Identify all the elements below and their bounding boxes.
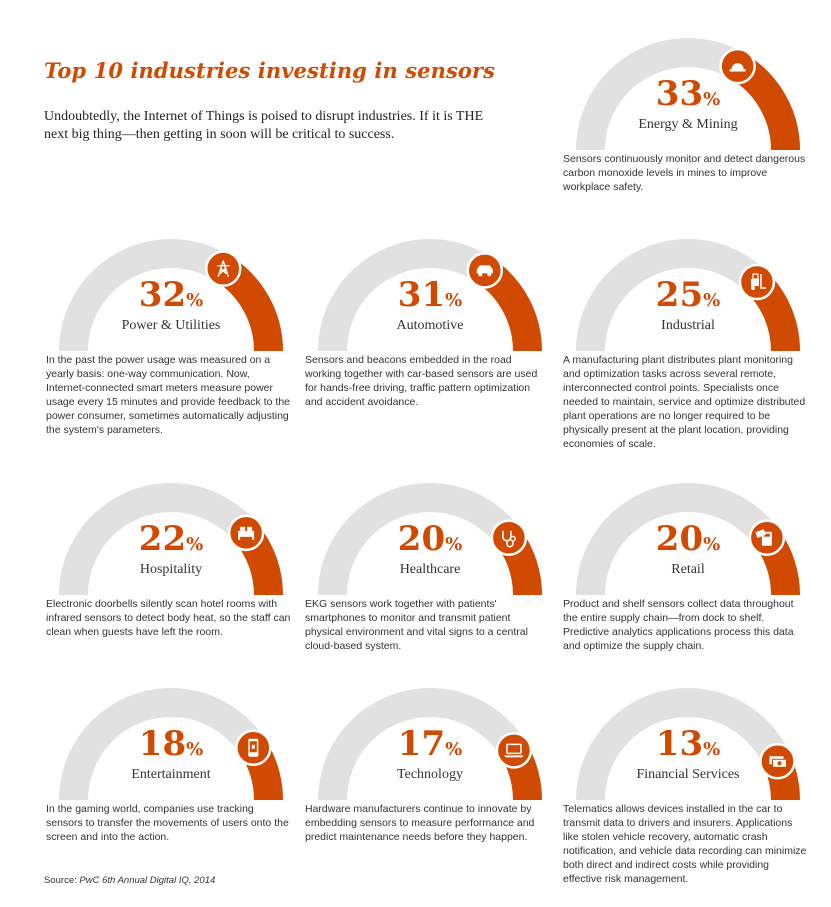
percentage-number: 33 — [655, 74, 704, 114]
industry-name: Energy & Mining — [638, 117, 738, 132]
industry-name: Entertainment — [131, 767, 211, 782]
percent-sign: % — [186, 290, 204, 311]
industry-name: Healthcare — [399, 562, 461, 577]
industry-card: 17% Technology Hardware manufacturers cont… — [305, 672, 555, 902]
industry-card: 20% Retail Product and shelf sensors colle… — [563, 467, 813, 697]
industry-name: Hospitality — [139, 562, 203, 577]
percent-sign: % — [445, 290, 463, 311]
percentage-number: 32 — [138, 275, 187, 315]
percentage-number: 18 — [138, 724, 187, 764]
percent-sign: % — [445, 739, 463, 760]
industry-description: In the gaming world, companies use track… — [46, 803, 289, 843]
percent-sign: % — [445, 534, 463, 555]
page-title: Top 10 industries investing in sensors — [44, 58, 496, 83]
source-note: Source: PwC 6th Annual Digital IQ, 2014 — [44, 875, 215, 886]
money-icon — [759, 743, 796, 780]
bed-icon — [227, 514, 265, 552]
gauge-chart — [576, 239, 800, 352]
industry-card: 13% Financial Services Telematics allows d… — [563, 672, 813, 902]
industry-description: In the past the power usage was measured… — [46, 354, 290, 436]
smartphone-game-icon — [235, 729, 272, 767]
industry-description: A manufacturing plant distributes plant … — [563, 354, 806, 450]
source-text: PwC 6th Annual Digital IQ, 2014 — [79, 875, 216, 886]
percentage-value: 18% — [46, 724, 296, 770]
percentage-number: 20 — [655, 519, 704, 559]
percentage-value: 22% — [46, 519, 296, 565]
industry-description: Hardware manufacturers continue to innov… — [305, 803, 535, 843]
industry-card: 32% Power & Utilities In the past the powe… — [46, 223, 296, 453]
industry-name: Technology — [397, 767, 463, 782]
car-icon — [466, 252, 504, 289]
industry-card: 18% Entertainment In the gaming world, com… — [46, 672, 296, 902]
industry-card: 20% Healthcare EKG sensors work together w… — [305, 467, 555, 697]
percentage-value: 33% — [563, 74, 813, 120]
industry-description: Sensors continuously monitor and detect … — [563, 153, 806, 193]
gauge-chart — [59, 688, 283, 801]
percent-sign: % — [703, 739, 721, 760]
industry-name: Industrial — [661, 318, 715, 333]
percentage-number: 25 — [655, 275, 704, 315]
percentage-value: 20% — [563, 519, 813, 565]
stethoscope-icon — [490, 519, 528, 556]
industry-card: 25% Industrial A manufacturing plant distr… — [563, 223, 813, 453]
percent-sign: % — [703, 534, 721, 555]
industry-name: Retail — [671, 562, 705, 577]
percent-sign: % — [703, 290, 721, 311]
gauge-chart — [59, 239, 283, 352]
industry-description: Sensors and beacons embedded in the road… — [305, 354, 538, 408]
percentage-value: 32% — [46, 275, 296, 321]
gauge-chart — [576, 688, 800, 801]
hardhat-icon — [719, 47, 756, 85]
industry-name: Power & Utilities — [121, 318, 221, 333]
industry-card: 33% Energy & Mining Sensors continuously m… — [563, 22, 813, 252]
percentage-number: 31 — [397, 275, 446, 315]
industry-description: Telematics allows devices installed in t… — [563, 803, 807, 885]
percent-sign: % — [186, 534, 204, 555]
percentage-number: 13 — [655, 724, 704, 764]
gauge-chart — [59, 483, 283, 596]
percent-sign: % — [186, 739, 204, 760]
gauge-chart — [576, 483, 800, 596]
industry-card: 31% Automotive Sensors and beacons embedde… — [305, 223, 555, 453]
intro-text: Undoubtedly, the Internet of Things is p… — [44, 109, 484, 142]
industry-description: EKG sensors work together with patients'… — [305, 598, 528, 652]
percentage-value: 31% — [305, 275, 555, 321]
power-tower-icon — [204, 250, 242, 287]
percentage-value: 13% — [563, 724, 813, 770]
industry-name: Automotive — [396, 318, 464, 333]
percentage-number: 17 — [397, 724, 446, 764]
gauge-chart — [576, 38, 800, 151]
gauge-chart — [318, 239, 542, 352]
percentage-number: 20 — [397, 519, 446, 559]
industry-description: Product and shelf sensors collect data t… — [563, 598, 794, 652]
industry-description: Electronic doorbells silently scan hotel… — [46, 598, 291, 638]
industry-card: 22% Hospitality Electronic doorbells silen… — [46, 467, 296, 697]
percentage-value: 20% — [305, 519, 555, 565]
forklift-icon — [738, 263, 776, 301]
card-terminal-icon — [748, 519, 786, 556]
percent-sign: % — [703, 89, 721, 110]
gauge-chart — [318, 688, 542, 801]
industry-name: Financial Services — [636, 767, 740, 782]
source-prefix: Source: — [44, 875, 80, 886]
percentage-number: 22 — [138, 519, 187, 559]
percentage-value: 17% — [305, 724, 555, 770]
laptop-icon — [495, 732, 533, 769]
gauge-chart — [318, 483, 542, 596]
percentage-value: 25% — [563, 275, 813, 321]
